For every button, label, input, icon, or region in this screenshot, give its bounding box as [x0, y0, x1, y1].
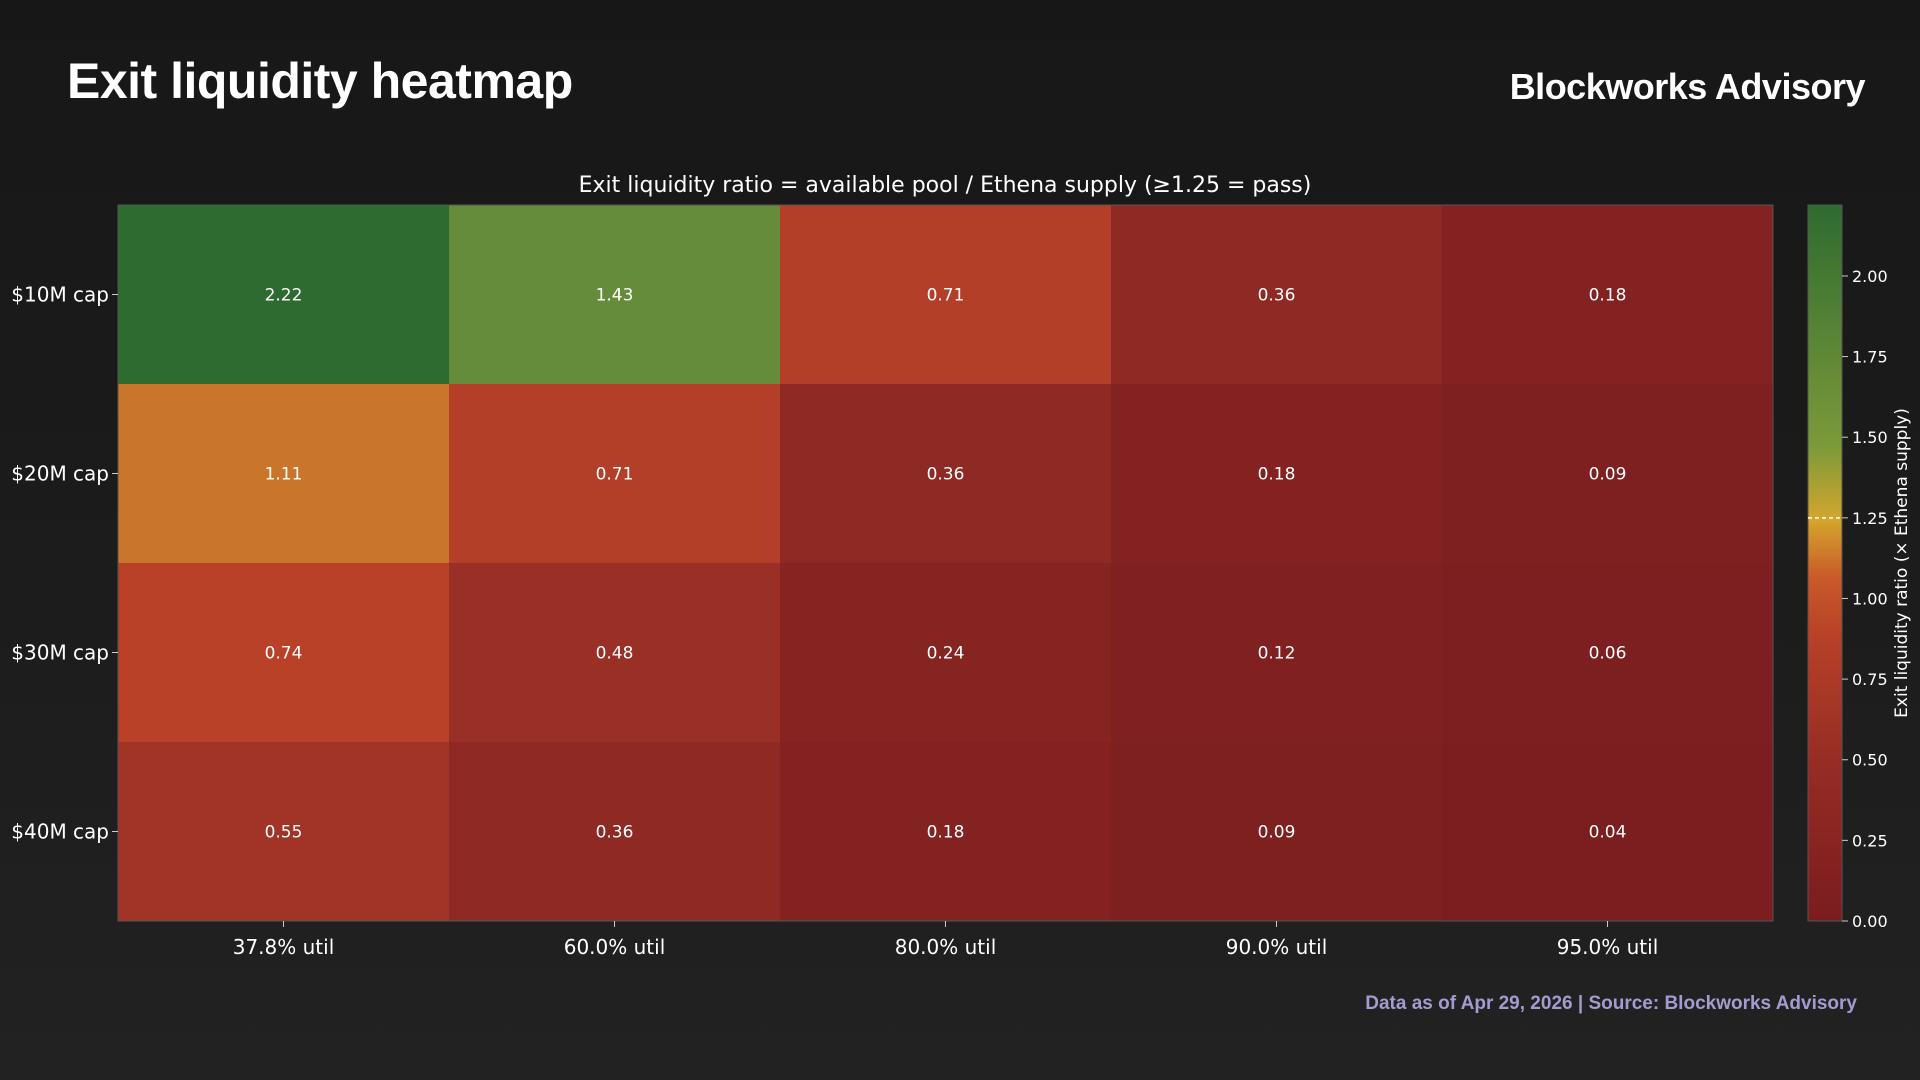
heatmap-cell [449, 563, 781, 743]
cell-value-label: 0.24 [927, 644, 965, 664]
y-tick-label: $30M cap [11, 641, 109, 665]
brand-logo-text: Blockworks Advisory [1509, 66, 1866, 107]
colorbar-tick-label: 1.25 [1852, 509, 1888, 528]
heatmap-cell [1111, 205, 1443, 385]
x-tick-label: 37.8% util [233, 935, 335, 959]
page-title: Exit liquidity heatmap [67, 53, 573, 109]
colorbar-tick-label: 1.00 [1852, 589, 1888, 608]
cell-value-label: 0.06 [1589, 644, 1627, 664]
heatmap-cell [780, 742, 1112, 922]
heatmap-cell [118, 563, 450, 743]
x-tick-label: 80.0% util [895, 935, 997, 959]
cell-value-label: 0.12 [1258, 644, 1296, 664]
footer-source: Data as of Apr 29, 2026 | Source: Blockw… [1365, 993, 1857, 1014]
colorbar-tick-label: 2.00 [1852, 267, 1888, 286]
heatmap-cell [1111, 384, 1443, 564]
colorbar-label: Exit liquidity ratio (× Ethena supply) [1892, 408, 1912, 718]
cell-value-label: 0.71 [596, 465, 634, 485]
cell-value-label: 0.71 [927, 286, 965, 306]
x-tick-label: 60.0% util [564, 935, 666, 959]
heatmap-cell [780, 205, 1112, 385]
colorbar-tick-label: 1.50 [1852, 428, 1888, 447]
x-tick-label: 90.0% util [1226, 935, 1328, 959]
heatmap-cell [1442, 742, 1774, 922]
cell-value-label: 0.18 [1589, 286, 1627, 306]
cell-value-label: 0.09 [1589, 465, 1627, 485]
colorbar-tick-label: 0.50 [1852, 751, 1888, 770]
heatmap-cells: 2.22 1.43 0.71 0.36 0.18 1.11 0.71 0.36 0.18 0.09… [117, 204, 1774, 922]
heatmap-cell [1442, 205, 1774, 385]
colorbar-tick-label: 0.25 [1852, 831, 1888, 850]
heatmap-cell [449, 742, 781, 922]
colorbar: 0.00 0.25 0.50 0.75 1.00 1.25 1.50 1.75 2.00 Exit… [1807, 204, 1912, 931]
x-tick-label: 95.0% util [1557, 935, 1659, 959]
heatmap-cell [780, 384, 1112, 564]
cell-value-label: 0.55 [265, 823, 303, 843]
cell-value-label: 0.36 [596, 823, 634, 843]
colorbar-gradient [1807, 204, 1843, 922]
heatmap-cell [1442, 563, 1774, 743]
heatmap-cell [1111, 742, 1443, 922]
cell-value-label: 0.09 [1258, 823, 1296, 843]
y-tick-label: $40M cap [11, 820, 109, 844]
x-axis: 37.8% util 60.0% util 80.0% util 90.0% util… [233, 921, 1659, 959]
heatmap-cell [449, 384, 781, 564]
heatmap-cell [1442, 384, 1774, 564]
heatmap-cell [1111, 563, 1443, 743]
heatmap-cell [780, 563, 1112, 743]
cell-value-label: 1.11 [265, 465, 303, 485]
colorbar-tick-label: 0.00 [1852, 912, 1888, 931]
cell-value-label: 0.18 [927, 823, 965, 843]
cell-value-label: 0.74 [265, 644, 303, 664]
colorbar-tick-label: 0.75 [1852, 670, 1888, 689]
cell-value-label: 0.04 [1589, 823, 1627, 843]
y-axis: $10M cap $20M cap $30M cap $40M cap [11, 283, 118, 844]
heatmap-cell [118, 384, 450, 564]
chart-title: Exit liquidity ratio = available pool / … [579, 173, 1312, 198]
cell-value-label: 0.36 [927, 465, 965, 485]
heatmap-cell [118, 742, 450, 922]
cell-value-label: 0.48 [596, 644, 634, 664]
cell-value-label: 2.22 [265, 286, 303, 306]
y-tick-label: $20M cap [11, 462, 109, 486]
y-tick-label: $10M cap [11, 283, 109, 307]
cell-value-label: 0.18 [1258, 465, 1296, 485]
cell-value-label: 1.43 [596, 286, 634, 306]
heatmap-cell [118, 205, 450, 385]
heatmap-cell [449, 205, 781, 385]
colorbar-tick-label: 1.75 [1852, 348, 1888, 367]
cell-value-label: 0.36 [1258, 286, 1296, 306]
